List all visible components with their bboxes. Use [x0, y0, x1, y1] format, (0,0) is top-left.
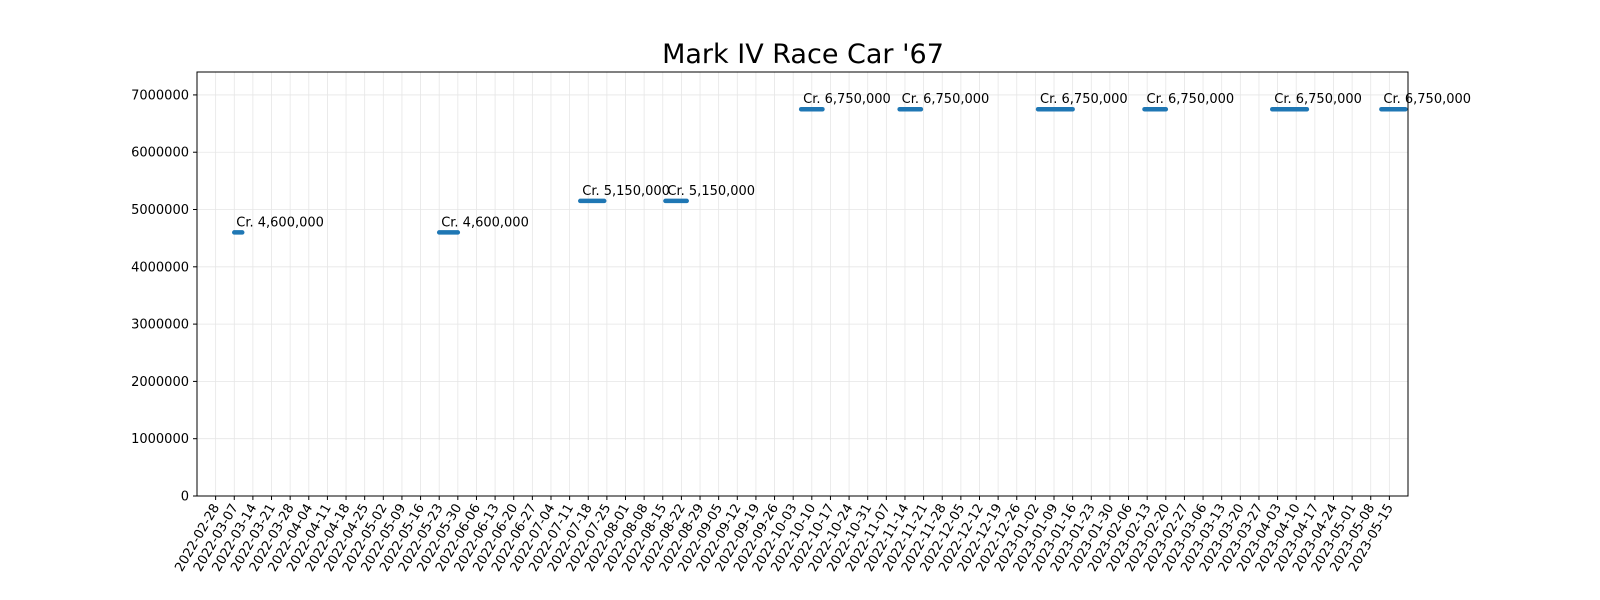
price-label: Cr. 5,150,000 — [667, 184, 755, 199]
price-label: Cr. 4,600,000 — [441, 215, 529, 230]
price-label: Cr. 5,150,000 — [582, 184, 670, 199]
y-tick-label: 3000000 — [131, 318, 189, 333]
y-tick-label: 7000000 — [131, 88, 189, 103]
price-label: Cr. 6,750,000 — [803, 92, 891, 107]
y-tick-label: 6000000 — [131, 146, 189, 161]
y-axis: 0 1000000 2000000 3000000 4000000 5000000 6000… — [131, 88, 197, 505]
price-label: Cr. 6,750,000 — [1274, 92, 1362, 107]
y-tick-label: 1000000 — [131, 432, 189, 447]
price-label: Cr. 6,750,000 — [1383, 92, 1471, 107]
chart-title: Mark IV Race Car '67 — [662, 39, 944, 70]
y-tick-label: 4000000 — [131, 260, 189, 275]
price-label: Cr. 6,750,000 — [902, 92, 990, 107]
price-label: Cr. 6,750,000 — [1147, 92, 1235, 107]
price-label: Cr. 4,600,000 — [236, 215, 324, 230]
price-segments — [232, 106, 1408, 235]
grid-lines — [197, 72, 1408, 497]
plot-area-frame — [196, 71, 1409, 497]
x-axis: 2022-02-282022-03-072022-03-142022-03-21… — [172, 496, 1397, 574]
y-tick-label: 5000000 — [131, 203, 189, 218]
y-tick-label: 0 — [181, 490, 189, 505]
y-tick-label: 2000000 — [131, 375, 189, 390]
price-label: Cr. 6,750,000 — [1040, 92, 1128, 107]
